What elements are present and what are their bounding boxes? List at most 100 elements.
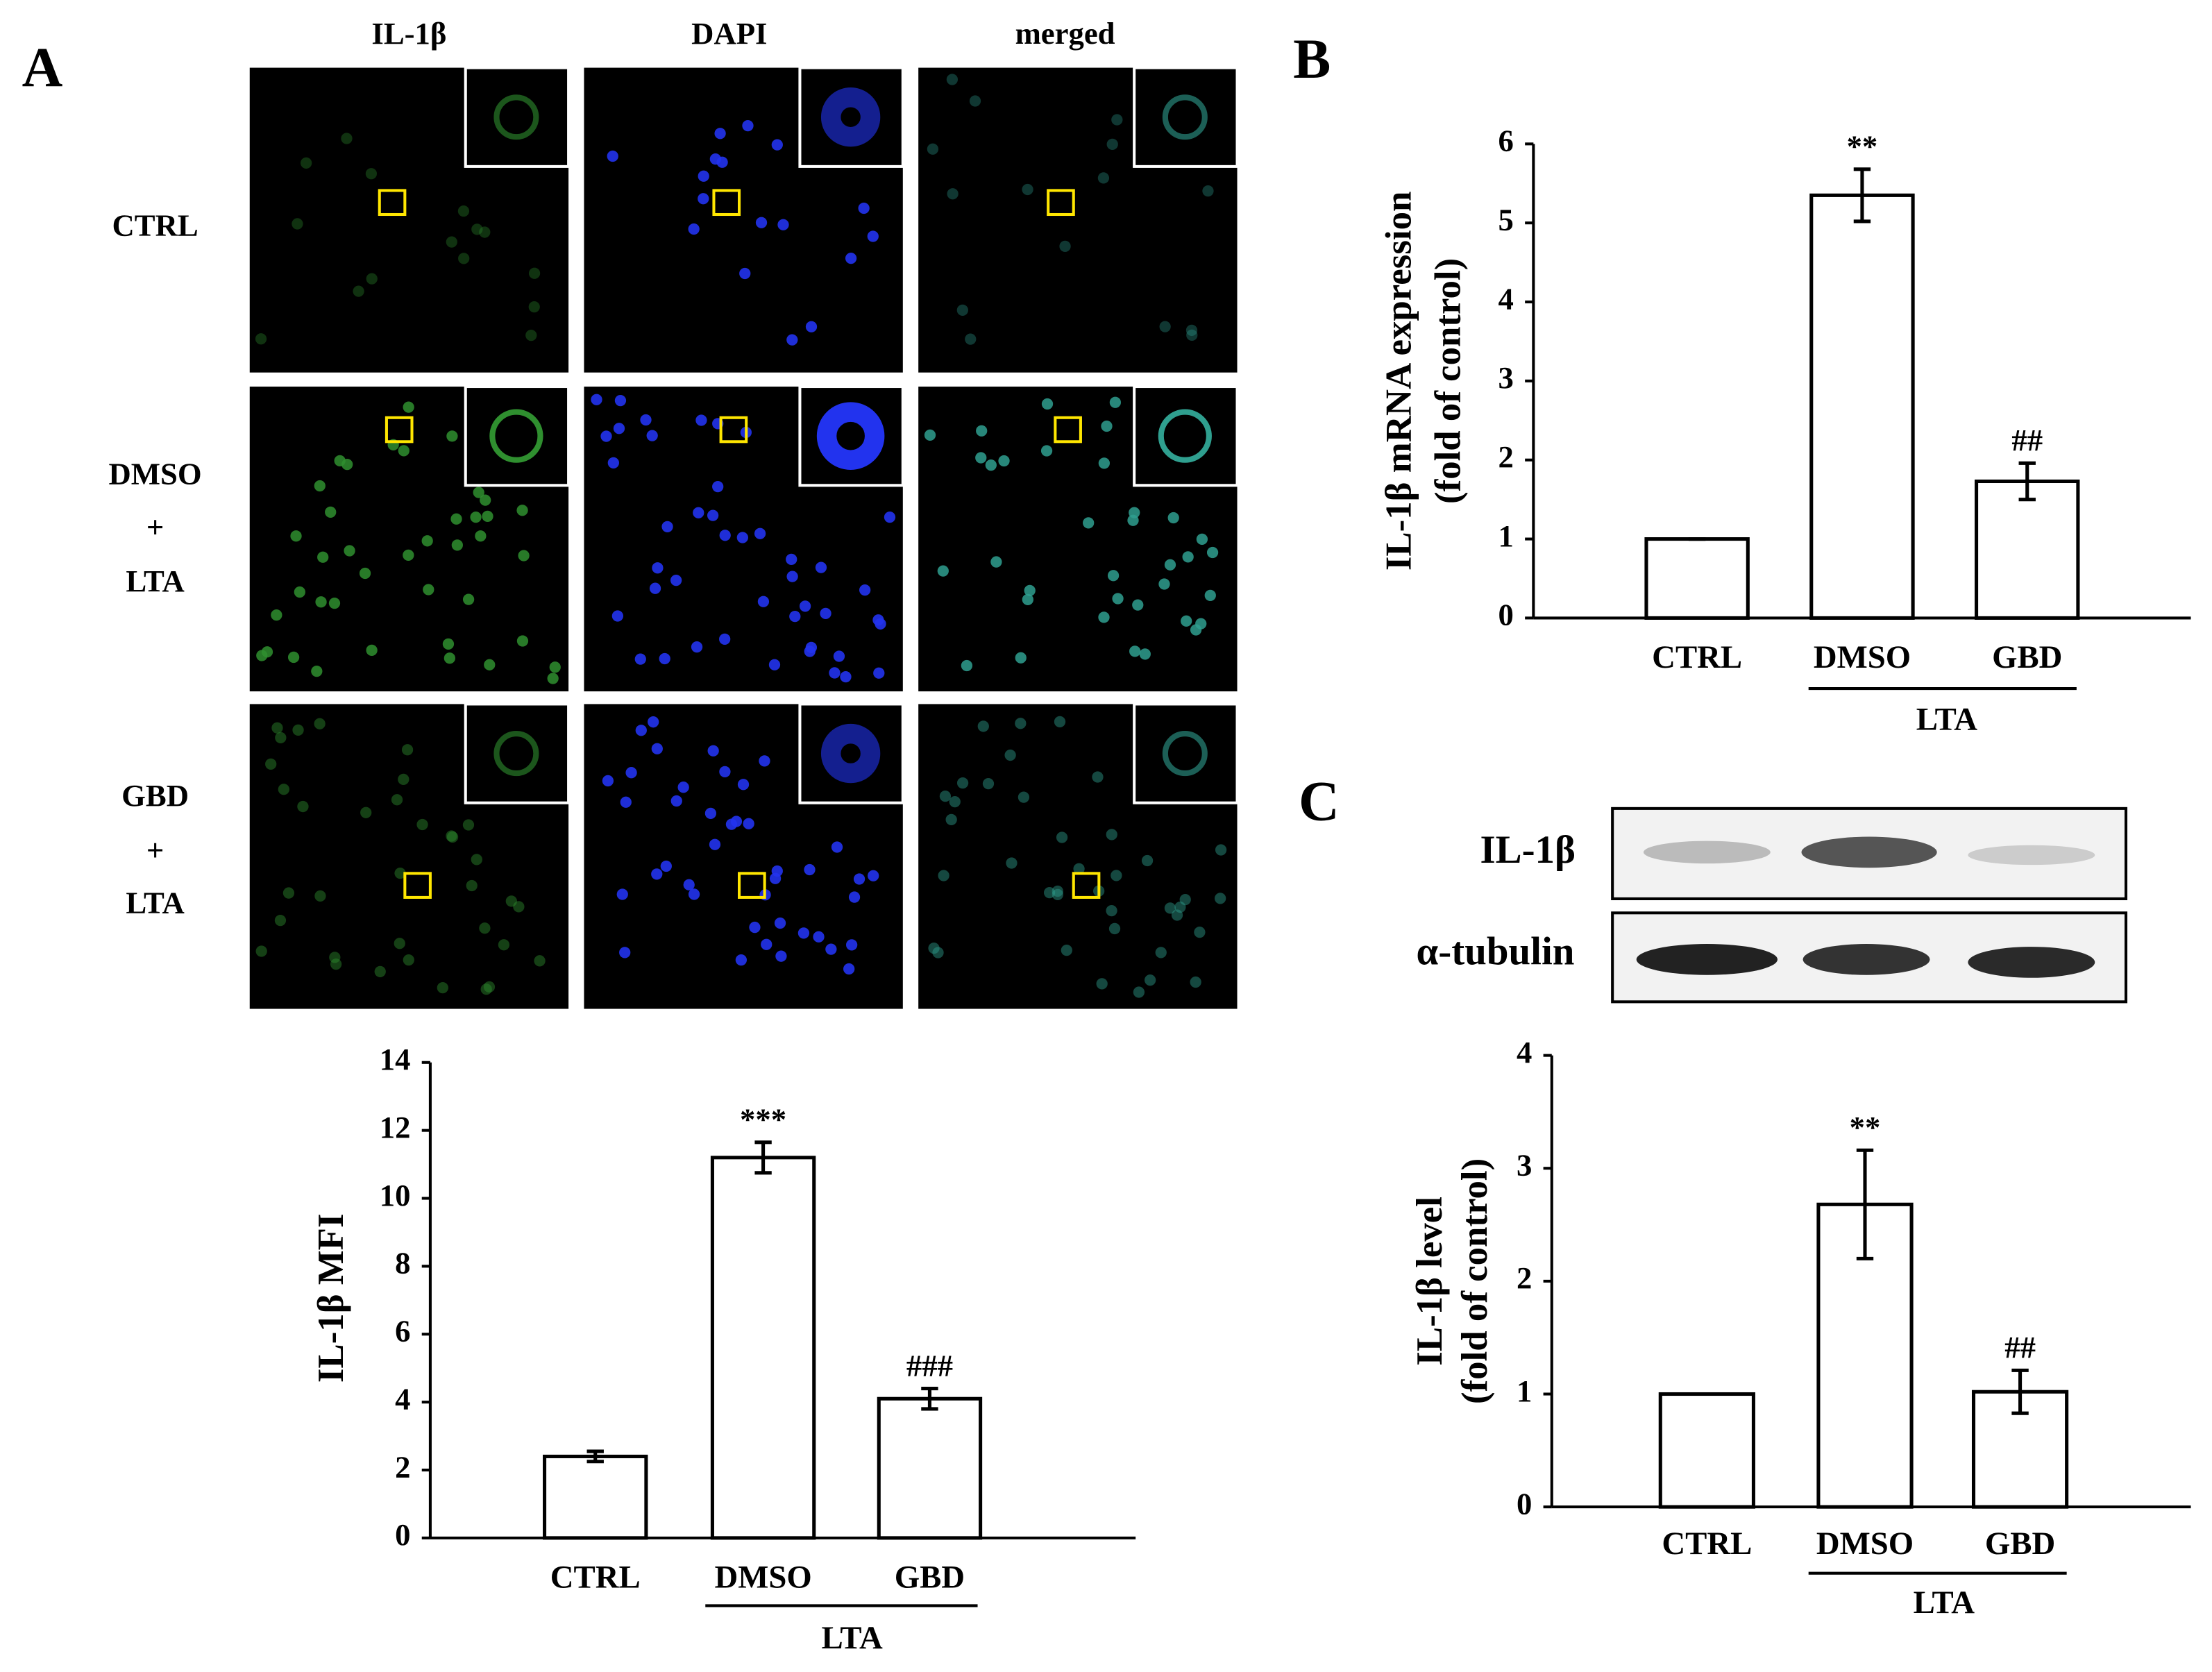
- cell: [602, 775, 614, 787]
- cell: [1073, 863, 1085, 875]
- x-tick-label: GBD: [1985, 1526, 2055, 1562]
- cell: [990, 556, 1002, 568]
- cell: [607, 150, 618, 162]
- cell: [341, 458, 353, 471]
- cell: [693, 507, 704, 518]
- cell: [1018, 791, 1030, 803]
- cell: [859, 584, 871, 596]
- cell: [1190, 976, 1201, 988]
- cell: [473, 487, 484, 498]
- cell: [846, 939, 858, 951]
- blot-label: α-tubulin: [1417, 929, 1575, 973]
- bar: [543, 1454, 648, 1540]
- x-tick-label: GBD: [1992, 639, 2062, 675]
- y-axis-label: IL-1β MFI: [311, 1213, 351, 1383]
- cell: [620, 796, 632, 808]
- cell: [462, 593, 475, 605]
- y-tick-label: 8: [395, 1246, 410, 1281]
- cell: [805, 321, 818, 332]
- cell: [813, 931, 825, 943]
- cell: [1204, 589, 1216, 601]
- cell: [884, 511, 896, 523]
- blot-band: [1968, 845, 2095, 865]
- cell: [437, 982, 448, 994]
- cell: [719, 633, 731, 645]
- cell: [446, 831, 459, 843]
- roi-box: [738, 872, 766, 899]
- cell: [1022, 183, 1033, 196]
- cell: [1097, 172, 1110, 184]
- group-label: LTA: [821, 1620, 883, 1656]
- cell: [278, 784, 289, 795]
- cell: [479, 226, 491, 238]
- cell: [458, 253, 470, 264]
- significance: ##: [2011, 423, 2043, 457]
- x-tick-label: CTRL: [1662, 1526, 1752, 1562]
- cell: [786, 553, 797, 566]
- cell: [975, 452, 987, 464]
- error-bar: [921, 1387, 938, 1411]
- cell: [498, 939, 510, 951]
- roi-box: [385, 416, 414, 444]
- cell: [947, 188, 959, 200]
- y-tick-label: 2: [395, 1449, 410, 1484]
- significance: ###: [906, 1348, 953, 1383]
- cell: [475, 530, 487, 542]
- cell: [714, 128, 726, 140]
- row-label: +: [146, 510, 164, 545]
- cell: [820, 607, 831, 620]
- cell: [1186, 329, 1198, 341]
- cell: [625, 767, 637, 779]
- row-label: LTA: [126, 885, 184, 920]
- cell: [483, 981, 496, 993]
- cell: [831, 841, 843, 853]
- cell: [450, 513, 462, 525]
- cell: [1179, 893, 1191, 906]
- cell: [1111, 870, 1122, 881]
- x-tick-label: DMSO: [1816, 1526, 1914, 1562]
- cell: [1215, 844, 1227, 856]
- blot-label: IL-1β: [1480, 828, 1575, 872]
- error-bar: [2018, 461, 2036, 502]
- cell: [471, 223, 483, 235]
- cell: [294, 586, 305, 598]
- cell: [1015, 652, 1027, 664]
- cell: [261, 646, 273, 658]
- cell: [1171, 909, 1183, 921]
- cell: [712, 481, 724, 493]
- cell: [1112, 593, 1124, 605]
- cell: [1132, 599, 1144, 611]
- inset-cell: [820, 723, 881, 784]
- panel-label: A: [22, 36, 63, 99]
- cell: [670, 575, 682, 586]
- inset: [1133, 385, 1239, 487]
- roi-box: [1047, 189, 1075, 217]
- cell: [977, 720, 989, 732]
- cell: [1108, 922, 1121, 935]
- cell: [611, 610, 624, 622]
- cell: [1043, 886, 1056, 899]
- cell: [777, 219, 789, 230]
- cell: [471, 854, 482, 865]
- cell: [353, 285, 364, 297]
- cell: [457, 205, 470, 217]
- cell: [359, 567, 371, 580]
- inset: [464, 66, 571, 168]
- cell: [965, 333, 977, 345]
- y-tick-label: 2: [1498, 439, 1514, 474]
- y-tick-label: 4: [395, 1381, 410, 1416]
- bar: [1658, 1392, 1755, 1509]
- cell: [646, 430, 658, 441]
- cell: [804, 863, 816, 876]
- inset-cell: [493, 94, 539, 140]
- cell: [600, 430, 612, 442]
- cell: [311, 666, 323, 677]
- cell: [446, 236, 457, 248]
- cell: [945, 813, 957, 826]
- y-tick-label: 5: [1498, 202, 1514, 237]
- cell: [292, 218, 303, 230]
- y-tick-label: 6: [1498, 124, 1514, 158]
- cell: [442, 638, 455, 650]
- cell: [444, 652, 456, 664]
- cell: [845, 252, 857, 264]
